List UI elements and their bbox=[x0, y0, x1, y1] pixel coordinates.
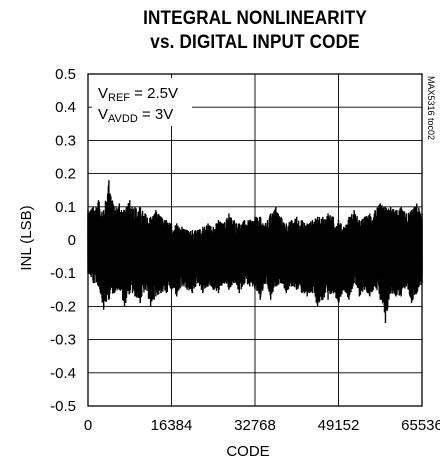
y-tick-label: 0.5 bbox=[55, 66, 76, 83]
y-tick-label: -0.2 bbox=[50, 298, 76, 315]
y-tick-label: 0.2 bbox=[55, 166, 76, 183]
y-tick-label: 0.4 bbox=[55, 99, 76, 116]
plot-frame bbox=[87, 73, 423, 407]
x-tick-label: 32768 bbox=[234, 417, 276, 434]
x-tick-label: 0 bbox=[84, 417, 92, 434]
y-tick-label: -0.4 bbox=[50, 365, 76, 382]
x-tick-label: 65536 bbox=[401, 417, 440, 434]
figure-tag: MAX5316 toc02 bbox=[426, 76, 436, 140]
y-tick-label: 0 bbox=[68, 232, 76, 249]
chart-subtitle: vs. DIGITAL INPUT CODE bbox=[150, 32, 360, 53]
x-axis-label: CODE bbox=[226, 443, 269, 460]
y-tick-label: -0.1 bbox=[50, 265, 76, 282]
tick-labels: 0.5 0.4 0.3 0.2 0.1 0 -0.1 -0.2 -0.3 -0.4 -0.5 0 163… bbox=[50, 66, 440, 434]
x-tick-label: 16384 bbox=[151, 417, 193, 434]
vavdd-annotation: VAVDD = 3V bbox=[98, 106, 173, 125]
x-tick-label: 49152 bbox=[318, 417, 360, 434]
y-tick-label: 0.3 bbox=[55, 132, 76, 149]
y-tick-label: -0.3 bbox=[50, 332, 76, 349]
chart-title: INTEGRAL NONLINEARITY bbox=[143, 8, 367, 29]
y-tick-label: -0.5 bbox=[50, 398, 76, 415]
y-axis-label: INL (LSB) bbox=[18, 205, 35, 270]
y-tick-label: 0.1 bbox=[55, 199, 76, 216]
inl-series bbox=[87, 180, 423, 323]
annotation-box: VREF = 2.5V VAVDD = 3V bbox=[92, 78, 192, 126]
vref-annotation: VREF = 2.5V bbox=[98, 85, 178, 104]
